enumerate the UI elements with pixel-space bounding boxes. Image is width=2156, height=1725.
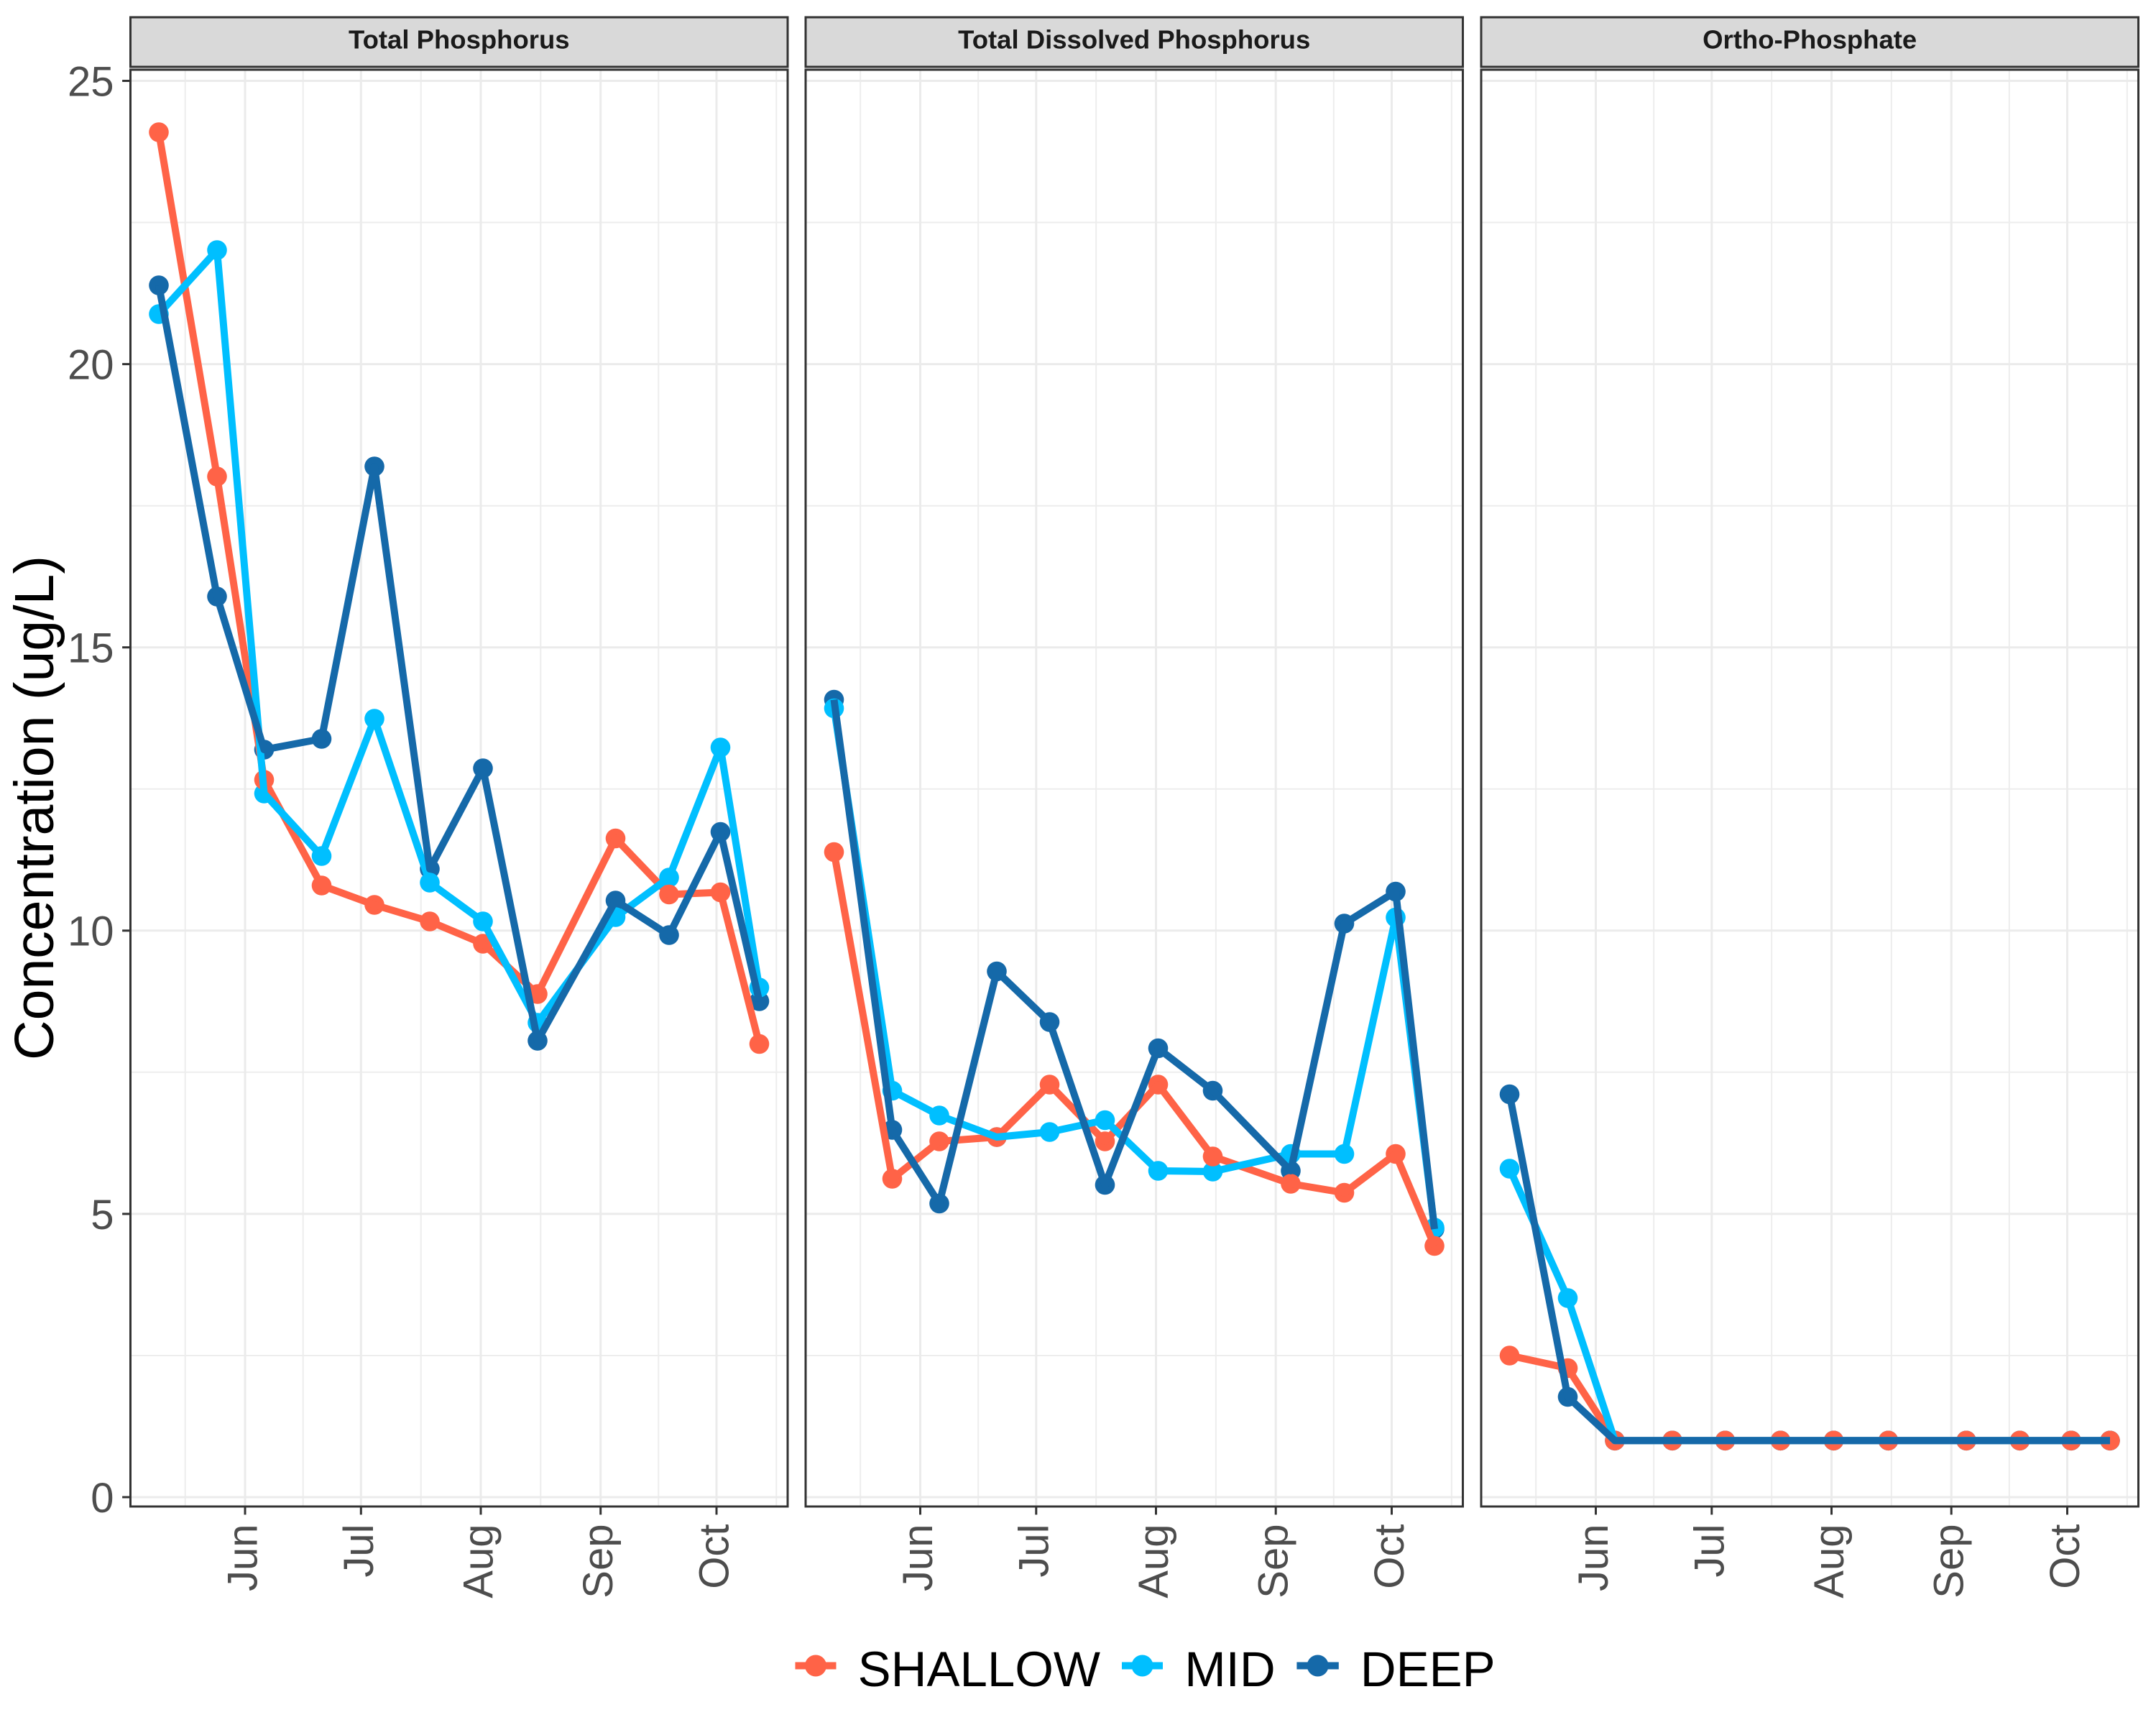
svg-text:MID: MID — [1184, 1642, 1275, 1697]
svg-text:Sep: Sep — [575, 1524, 622, 1598]
svg-text:Ortho-Phosphate: Ortho-Phosphate — [1703, 25, 1917, 55]
svg-text:Jun: Jun — [1570, 1524, 1617, 1592]
svg-text:25: 25 — [68, 58, 114, 105]
svg-text:Jul: Jul — [1010, 1524, 1057, 1578]
svg-text:Total Phosphorus: Total Phosphorus — [349, 25, 570, 55]
svg-text:DEEP: DEEP — [1360, 1642, 1496, 1697]
svg-text:15: 15 — [68, 625, 114, 672]
svg-text:Jul: Jul — [1686, 1524, 1733, 1578]
svg-text:Aug: Aug — [456, 1524, 502, 1598]
svg-text:Jun: Jun — [895, 1524, 941, 1592]
svg-text:Oct: Oct — [1366, 1524, 1413, 1589]
svg-text:Sep: Sep — [1926, 1524, 1973, 1598]
svg-text:Jul: Jul — [336, 1524, 382, 1578]
svg-text:Oct: Oct — [2042, 1524, 2088, 1589]
svg-text:10: 10 — [68, 908, 114, 955]
svg-text:20: 20 — [68, 342, 114, 389]
svg-text:Sep: Sep — [1250, 1524, 1297, 1598]
svg-text:Jun: Jun — [220, 1524, 267, 1592]
svg-text:Oct: Oct — [691, 1524, 738, 1589]
svg-text:SHALLOW: SHALLOW — [858, 1642, 1100, 1697]
svg-text:Total Dissolved Phosphorus: Total Dissolved Phosphorus — [958, 25, 1310, 55]
svg-text:Concentration (ug/L): Concentration (ug/L) — [4, 556, 65, 1060]
svg-text:Aug: Aug — [1130, 1524, 1177, 1598]
svg-text:Aug: Aug — [1806, 1524, 1853, 1598]
svg-text:0: 0 — [91, 1475, 114, 1522]
svg-text:5: 5 — [91, 1192, 114, 1238]
